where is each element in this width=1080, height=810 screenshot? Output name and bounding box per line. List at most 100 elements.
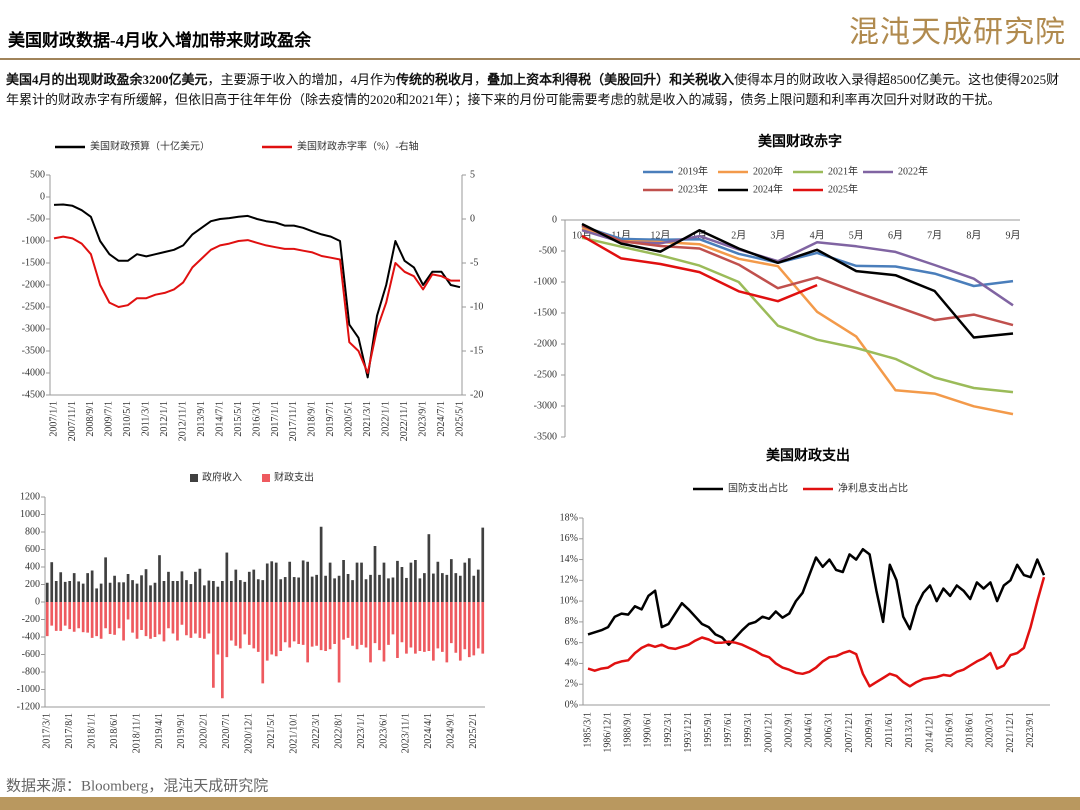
bar: [81, 583, 85, 602]
x-tick-label: 2010/5/1: [122, 401, 133, 437]
y-tick-label: 18%: [560, 512, 578, 523]
y-tick-label: -2500: [22, 301, 45, 312]
x-tick-label: 1993/12/1: [683, 712, 694, 753]
y2-tick-label: 5: [470, 169, 475, 180]
x-tick-label: 2015/5/1: [233, 401, 244, 437]
y2-tick-label: -5: [470, 257, 478, 268]
y-tick-label: 8%: [565, 616, 578, 627]
y-tick-label: -2000: [22, 279, 45, 290]
y-tick-label: -2000: [534, 338, 557, 349]
y-tick-label: -600: [22, 649, 40, 660]
bar: [409, 562, 413, 602]
bar: [167, 571, 170, 602]
legend-label: 2020年: [753, 164, 783, 177]
bar: [445, 574, 449, 602]
x-tick-label: 2014/12/1: [924, 712, 935, 753]
bar: [472, 575, 476, 602]
bar: [400, 602, 404, 643]
y-tick-label: 800: [25, 526, 40, 537]
bar: [414, 560, 417, 602]
intro-segment: 叠加上资本利得税（美股回升）和关税收入: [487, 72, 735, 87]
y-tick-label: -3500: [22, 345, 45, 356]
y-tick-label: -1000: [22, 235, 45, 246]
bar: [117, 582, 121, 602]
bar: [95, 602, 98, 637]
x-tick-label: 2021/5/1: [266, 713, 277, 749]
bar: [387, 578, 390, 602]
bar: [288, 561, 292, 602]
bar: [346, 574, 350, 602]
bar: [243, 602, 247, 635]
bar: [454, 573, 458, 602]
x-tick-label: 2019/9/1: [176, 713, 187, 749]
bar: [472, 602, 476, 656]
intro-segment: 美国4月的出现财政盈余3200亿美元: [6, 72, 208, 87]
bar: [247, 571, 251, 602]
bar: [449, 602, 453, 644]
bar: [396, 602, 399, 658]
bar: [99, 583, 103, 602]
bar: [414, 602, 417, 654]
x-tick-label: 7月: [927, 229, 942, 241]
intro-segment: 传统的税收月: [396, 72, 475, 87]
bar: [207, 580, 211, 602]
bar: [400, 567, 404, 602]
legend-label: 净利息支出占比: [838, 481, 908, 494]
series-line: [53, 235, 460, 374]
y-tick-label: -500: [27, 213, 45, 224]
bar: [378, 574, 381, 602]
bar: [68, 602, 72, 630]
chart-title: 美国财政赤字: [758, 133, 842, 150]
bar: [158, 602, 161, 635]
bar: [405, 602, 408, 654]
bar: [351, 580, 354, 602]
bar: [194, 602, 197, 634]
bar: [301, 560, 305, 602]
bar: [301, 602, 305, 645]
bar: [256, 579, 260, 602]
y-tick-label: 16%: [560, 533, 578, 544]
x-tick-label: 2016/9/1: [944, 712, 955, 748]
y-tick-label: -4500: [22, 389, 45, 400]
bar: [355, 562, 359, 602]
bar: [59, 602, 63, 631]
bar: [113, 575, 116, 602]
bar: [229, 602, 233, 641]
x-tick-label: 2017/11/1: [288, 401, 299, 441]
bar: [274, 602, 278, 657]
bar: [243, 581, 247, 602]
bar: [324, 575, 327, 602]
bar: [328, 562, 332, 602]
bar: [144, 602, 148, 637]
x-tick-label: 2023/9/1: [417, 401, 428, 437]
bar: [144, 569, 148, 602]
x-tick-label: 2009/9/1: [864, 712, 875, 748]
y2-tick-label: 0: [470, 213, 475, 224]
bar: [135, 583, 139, 602]
bar: [50, 602, 54, 626]
legend-label: 财政支出: [274, 470, 314, 483]
x-tick-label: 12月: [650, 229, 670, 241]
bar: [283, 602, 287, 643]
x-tick-label: 1990/6/1: [643, 712, 654, 748]
bar: [265, 563, 269, 602]
y-tick-label: -1000: [534, 276, 557, 287]
bar: [467, 602, 471, 658]
x-tick-label: 1985/3/1: [582, 712, 593, 748]
bar: [180, 571, 184, 602]
bar: [427, 534, 431, 602]
bar: [162, 602, 166, 642]
y-tick-label: 0: [40, 191, 45, 202]
bar: [229, 581, 233, 602]
bar: [72, 573, 76, 602]
bar: [86, 573, 89, 602]
bar: [297, 577, 301, 602]
y-tick-label: 14%: [560, 554, 578, 565]
bar: [212, 581, 215, 602]
source-note: 数据来源：Bloomberg，混沌天成研究院: [6, 776, 268, 794]
bar: [458, 602, 462, 661]
bar: [319, 602, 323, 651]
x-tick-label: 1999/3/1: [743, 712, 754, 748]
bar: [265, 602, 269, 661]
x-tick-label: 2023/1/1: [356, 713, 367, 749]
